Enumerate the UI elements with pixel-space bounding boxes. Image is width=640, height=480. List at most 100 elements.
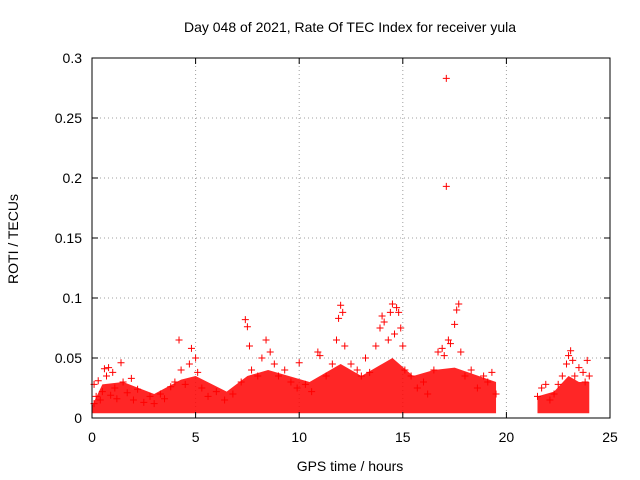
data-point <box>194 368 202 376</box>
data-point <box>281 366 289 374</box>
y-axis-label: ROTI / TECUs <box>5 194 21 284</box>
data-point <box>413 384 421 392</box>
data-point <box>308 388 316 396</box>
data-point <box>337 301 345 309</box>
y-tick-label: 0.1 <box>63 290 83 306</box>
data-point <box>546 396 554 404</box>
data-point <box>366 368 374 376</box>
data-point <box>399 342 407 350</box>
data-point <box>424 390 432 398</box>
data-point <box>444 336 452 344</box>
data-point <box>550 390 558 398</box>
data-point <box>467 366 475 374</box>
data-point <box>438 344 446 352</box>
data-point <box>187 344 195 352</box>
data-point <box>440 352 448 360</box>
data-point <box>274 372 282 380</box>
data-point <box>266 348 274 356</box>
data-point <box>167 383 175 391</box>
data-point <box>221 396 229 404</box>
data-point <box>293 384 301 392</box>
data-point <box>347 360 355 368</box>
data-point <box>270 360 278 368</box>
data-point <box>442 182 450 190</box>
data-point <box>380 318 388 326</box>
data-point <box>339 308 347 316</box>
data-point <box>420 378 428 386</box>
data-point <box>127 374 135 382</box>
data-point <box>237 378 245 386</box>
data-point <box>111 384 119 392</box>
data-point <box>384 336 392 344</box>
data-point <box>245 342 253 350</box>
data-point <box>316 352 324 360</box>
data-point <box>434 348 442 356</box>
data-point <box>117 359 125 367</box>
x-tick-label: 0 <box>88 429 96 445</box>
data-points <box>90 74 593 408</box>
data-point <box>98 388 106 396</box>
x-tick-label: 25 <box>602 429 618 445</box>
data-point <box>150 400 158 408</box>
data-point <box>103 372 111 380</box>
data-point <box>94 377 102 385</box>
data-point <box>554 380 562 388</box>
data-point <box>461 372 469 380</box>
chart-title: Day 048 of 2021, Rate Of TEC Index for r… <box>184 19 516 35</box>
data-point <box>204 392 212 400</box>
data-point <box>92 392 100 400</box>
data-point <box>113 395 121 403</box>
data-point <box>362 354 370 362</box>
data-point <box>258 354 266 362</box>
data-point <box>109 368 117 376</box>
data-point <box>119 378 127 386</box>
data-point <box>129 396 137 404</box>
x-tick-label: 15 <box>395 429 411 445</box>
data-point <box>538 384 546 392</box>
data-point <box>565 352 573 360</box>
data-point <box>430 366 438 374</box>
data-point <box>229 390 237 398</box>
data-point <box>575 364 583 372</box>
y-tick-label: 0.05 <box>55 350 82 366</box>
x-axis-label: GPS time / hours <box>297 458 404 474</box>
data-point <box>287 378 295 386</box>
data-point <box>134 385 142 393</box>
data-point <box>107 391 115 399</box>
data-point <box>140 398 148 406</box>
y-tick-label: 0.3 <box>63 50 83 66</box>
x-tick-label: 10 <box>291 429 307 445</box>
data-point <box>533 392 541 400</box>
data-point <box>457 348 465 356</box>
data-point <box>161 395 169 403</box>
plot-frame <box>91 57 611 419</box>
data-point <box>357 372 365 380</box>
data-point <box>175 336 183 344</box>
data-point <box>484 378 492 386</box>
data-point <box>185 360 193 368</box>
data-point <box>181 380 189 388</box>
data-point <box>376 324 384 332</box>
data-point <box>177 366 185 374</box>
data-point <box>492 390 500 398</box>
data-point <box>558 372 566 380</box>
data-point <box>341 342 349 350</box>
data-point <box>488 368 496 376</box>
data-point <box>100 365 108 373</box>
data-point <box>335 314 343 322</box>
data-point <box>198 384 206 392</box>
background-noise-band <box>92 358 590 414</box>
data-point <box>295 359 303 367</box>
data-point <box>386 308 394 316</box>
y-tick-label: 0 <box>74 410 82 426</box>
data-point <box>542 380 550 388</box>
data-point <box>301 380 309 388</box>
data-point <box>451 320 459 328</box>
data-point <box>123 389 131 397</box>
data-point <box>571 372 579 380</box>
data-point <box>567 347 575 355</box>
noise-band <box>92 358 497 414</box>
data-point <box>583 356 591 364</box>
x-tick-label: 5 <box>192 429 200 445</box>
